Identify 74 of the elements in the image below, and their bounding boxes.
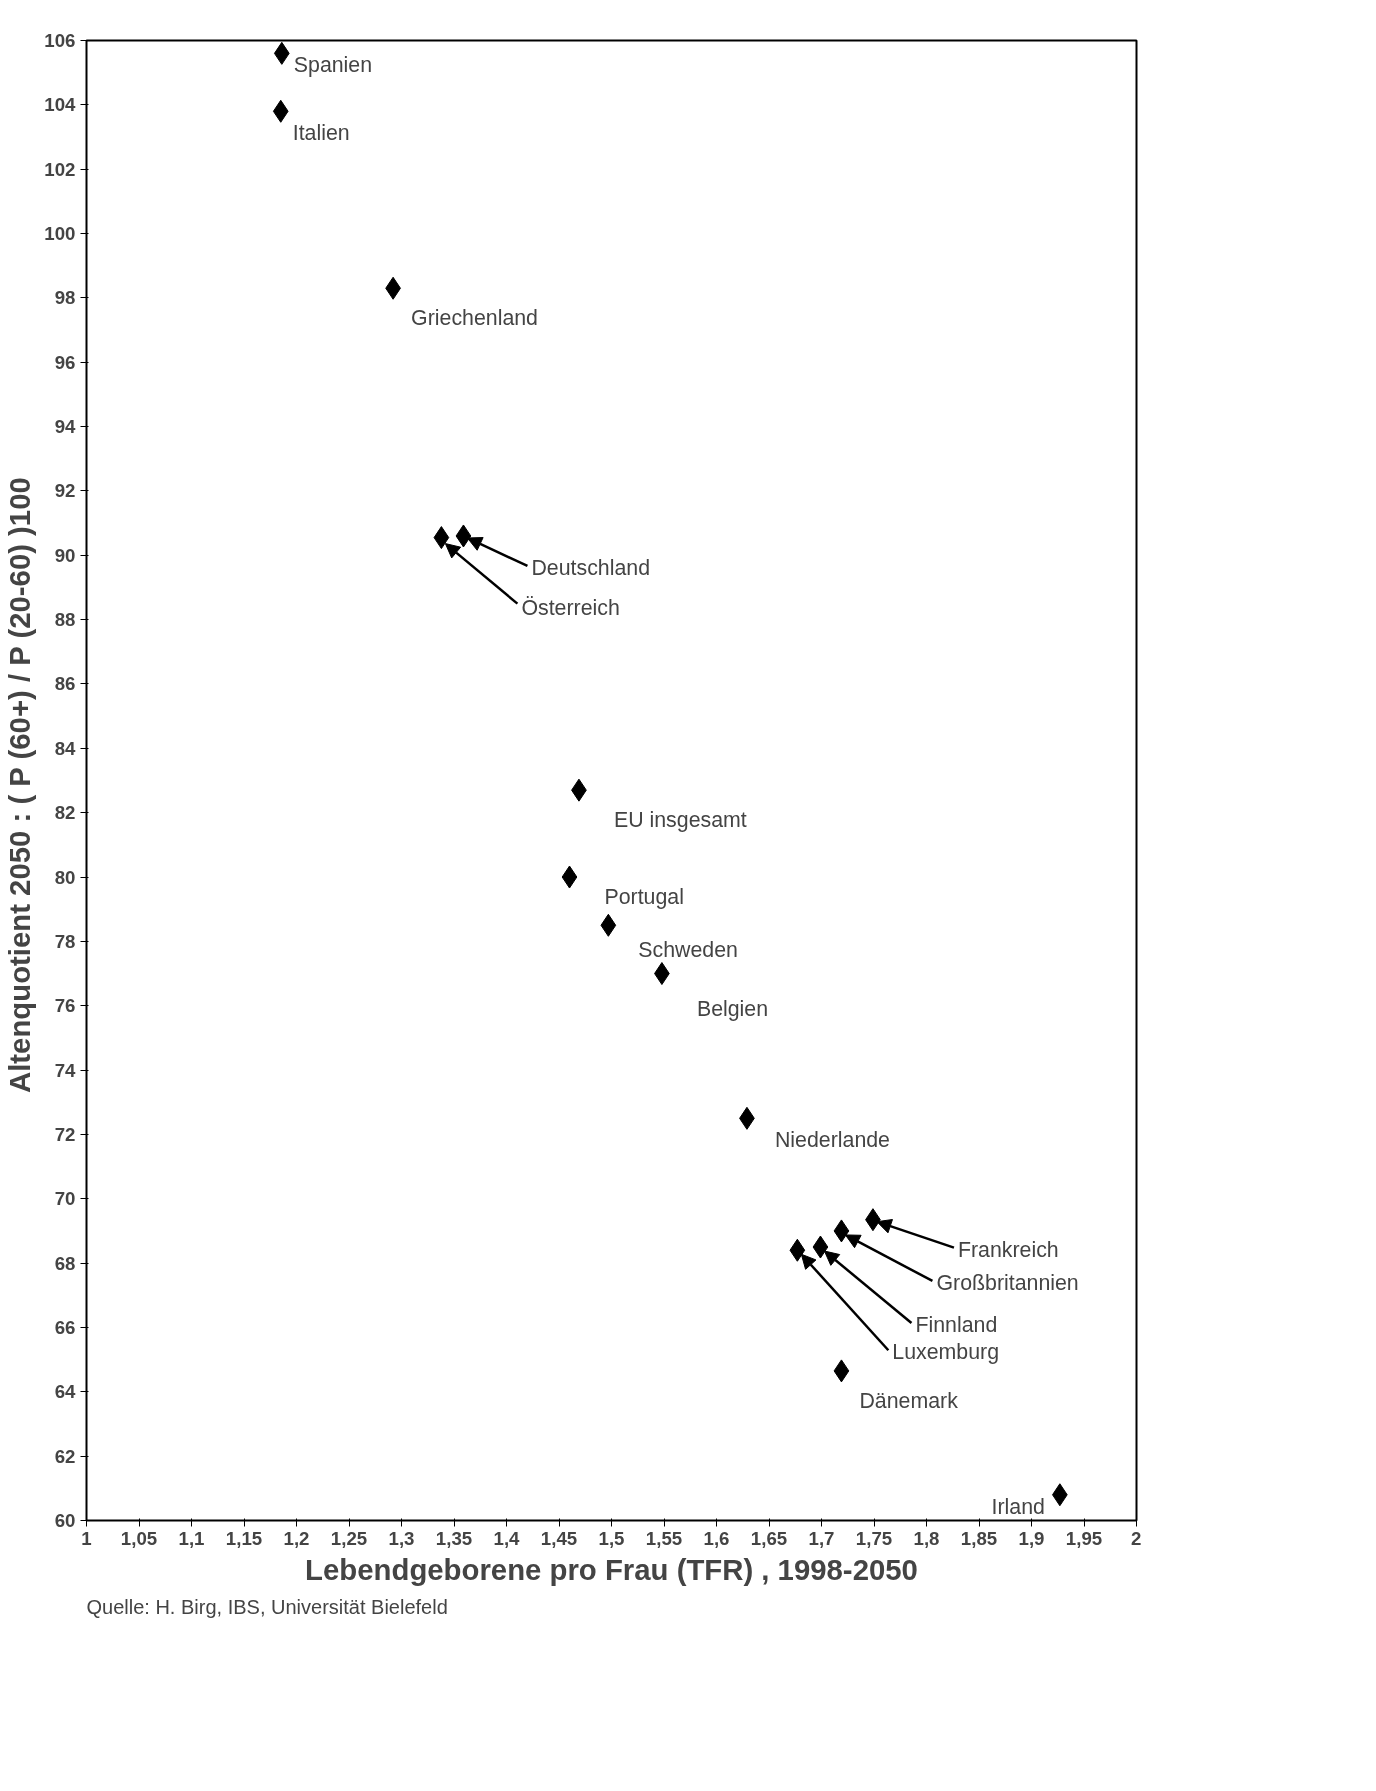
x-tick-label: 1,45 xyxy=(540,1527,578,1549)
y-tick-label: 62 xyxy=(54,1445,76,1467)
x-tick-label: 1,25 xyxy=(330,1527,368,1549)
y-tick-label: 68 xyxy=(54,1252,76,1274)
x-tick-label: 1,15 xyxy=(225,1527,263,1549)
x-tick-label: 1,7 xyxy=(808,1527,835,1549)
y-tick-label: 82 xyxy=(54,802,76,824)
y-tick-label: 86 xyxy=(54,673,76,695)
annotation: Portugal xyxy=(604,885,684,910)
point xyxy=(600,913,617,937)
y-tick-label: 60 xyxy=(54,1510,76,1531)
x-tick-label: 1,4 xyxy=(493,1527,521,1549)
y-tick-label: 64 xyxy=(54,1381,77,1403)
point xyxy=(833,1219,850,1243)
y-tick-label: 90 xyxy=(54,544,76,566)
annotation: Finnland xyxy=(915,1313,998,1338)
y-tick-label: 66 xyxy=(54,1316,76,1338)
point xyxy=(812,1235,829,1259)
x-tick-label: 1,95 xyxy=(1065,1527,1103,1549)
point xyxy=(433,526,450,550)
annotation: Schweden xyxy=(638,938,738,963)
x-tick-label: 1,35 xyxy=(435,1527,473,1549)
y-tick-label: 88 xyxy=(54,609,76,631)
x-tick-label: 1,8 xyxy=(913,1527,940,1549)
annotation: Niederlande xyxy=(774,1128,890,1153)
annotation: Dänemark xyxy=(859,1388,959,1413)
x-tick-label: 1,65 xyxy=(750,1527,788,1549)
x-tick-label: 1,85 xyxy=(960,1527,998,1549)
annotation: Frankreich xyxy=(957,1237,1059,1262)
annotation: Österreich xyxy=(521,595,620,620)
annotation: Italien xyxy=(292,121,350,146)
x-axis-title: Lebendgeborene pro Frau (TFR) , 1998-2050 xyxy=(305,1552,918,1586)
y-tick-label: 100 xyxy=(44,223,76,245)
x-tick-label: 1,55 xyxy=(645,1527,683,1549)
annotation: Spanien xyxy=(293,53,373,78)
y-tick-label: 104 xyxy=(44,94,77,116)
point xyxy=(273,41,290,65)
annotation: EU insgesamt xyxy=(613,808,747,833)
annotation: Deutschland xyxy=(531,555,651,580)
x-tick-label: 1 xyxy=(81,1527,92,1549)
x-tick-label: 1,05 xyxy=(120,1527,158,1549)
x-tick-label: 1,9 xyxy=(1018,1527,1045,1549)
y-axis-title: Altenquotient 2050 : ( P (60+) / P (20-60) )100 xyxy=(3,477,37,1094)
point xyxy=(272,99,289,123)
y-tick-label: 96 xyxy=(54,351,76,373)
x-tick-label: 1,75 xyxy=(855,1527,893,1549)
annotation: Irland xyxy=(991,1494,1045,1519)
x-tick-label: 2 xyxy=(1131,1527,1142,1549)
y-tick-label: 76 xyxy=(54,995,76,1017)
annotation: Luxemburg xyxy=(892,1340,1000,1365)
y-tick-label: 72 xyxy=(54,1123,76,1145)
y-tick-label: 80 xyxy=(54,866,76,888)
y-tick-label: 92 xyxy=(54,480,76,502)
y-tick-label: 102 xyxy=(44,158,76,180)
x-tick-label: 1,2 xyxy=(283,1527,310,1549)
y-tick-label: 70 xyxy=(54,1188,76,1210)
y-tick-label: 74 xyxy=(54,1059,77,1081)
point xyxy=(561,865,578,889)
y-tick-label: 78 xyxy=(54,930,76,952)
y-tick-label: 84 xyxy=(54,737,77,759)
point xyxy=(455,524,472,548)
x-tick-label: 1,5 xyxy=(598,1527,625,1549)
y-tick-label: 94 xyxy=(54,416,77,438)
annotation: Großbritannien xyxy=(936,1270,1079,1295)
x-tick-label: 1,6 xyxy=(703,1527,730,1549)
source-note: Quelle: H. Birg, IBS, Universität Bielefeld xyxy=(86,1595,448,1618)
y-tick-label: 106 xyxy=(44,30,76,51)
x-tick-label: 1,1 xyxy=(178,1527,205,1549)
point xyxy=(833,1359,850,1383)
x-tick-label: 1,3 xyxy=(388,1527,415,1549)
point xyxy=(789,1238,806,1262)
y-tick-label: 98 xyxy=(54,287,76,309)
annotation: Griechenland xyxy=(411,306,538,331)
annotation: Belgien xyxy=(696,996,769,1021)
